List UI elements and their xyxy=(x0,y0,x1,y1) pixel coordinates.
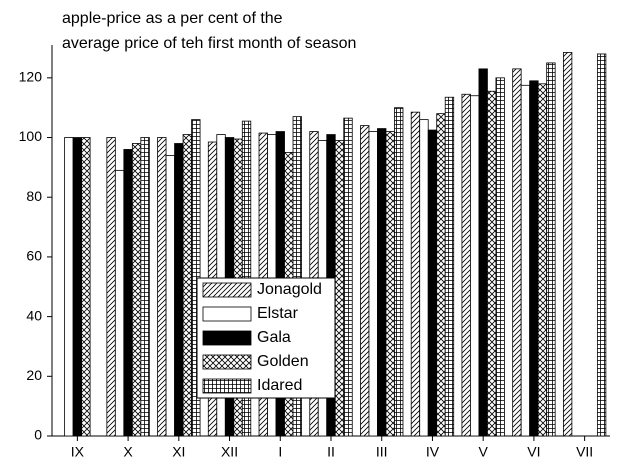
y-tick-label: 80 xyxy=(26,188,42,204)
y-tick-label: 120 xyxy=(19,69,43,85)
bar xyxy=(478,68,488,437)
chart-title: average price of teh first month of seas… xyxy=(62,35,356,52)
bar xyxy=(64,137,74,437)
bar xyxy=(562,52,573,437)
bar xyxy=(165,155,175,437)
bar xyxy=(114,169,125,437)
bar xyxy=(72,137,83,437)
x-tick-label: VI xyxy=(527,444,540,460)
x-tick-label: IV xyxy=(426,444,440,460)
x-tick-label: V xyxy=(479,444,489,460)
legend-label: Gala xyxy=(257,329,291,346)
chart-title: apple-price as a per cent of the xyxy=(62,10,283,27)
bar xyxy=(131,143,142,437)
bar xyxy=(410,111,421,437)
bar xyxy=(546,62,556,437)
legend-label: Golden xyxy=(257,353,309,370)
bar xyxy=(81,137,91,437)
bar xyxy=(487,90,497,437)
x-tick-label: III xyxy=(376,444,388,460)
y-tick-label: 40 xyxy=(26,307,42,323)
legend-label: Elstar xyxy=(257,305,299,322)
x-tick-label: X xyxy=(123,444,133,460)
bar xyxy=(537,83,548,437)
x-tick-label: XII xyxy=(221,444,238,460)
legend-label: Jonagold xyxy=(257,281,322,298)
y-tick-label: 20 xyxy=(26,367,42,383)
y-tick-label: 60 xyxy=(26,248,42,264)
bar xyxy=(368,131,378,437)
bar xyxy=(334,140,345,437)
bar xyxy=(157,137,167,437)
bar xyxy=(377,128,387,437)
bar xyxy=(512,68,522,437)
legend-swatch xyxy=(202,282,252,298)
bar xyxy=(385,131,395,437)
legend-swatch xyxy=(202,306,252,322)
bar xyxy=(123,149,133,437)
legend-swatch xyxy=(202,378,252,394)
bar xyxy=(394,107,404,437)
bar xyxy=(596,53,607,437)
bar xyxy=(529,80,539,437)
bar xyxy=(461,93,471,437)
bar xyxy=(495,77,505,437)
bar xyxy=(419,119,429,437)
bar xyxy=(436,113,446,437)
x-tick-label: IX xyxy=(71,444,85,460)
bar xyxy=(343,117,353,437)
bar xyxy=(427,129,438,437)
x-tick-label: II xyxy=(327,444,335,460)
bar xyxy=(140,137,150,437)
y-tick-label: 0 xyxy=(34,427,42,443)
x-tick-label: VII xyxy=(576,444,593,460)
bar xyxy=(520,84,531,437)
bar xyxy=(106,137,116,437)
legend-swatch xyxy=(202,330,252,346)
y-tick-label: 100 xyxy=(19,128,43,144)
bar xyxy=(174,143,184,437)
x-tick-label: XI xyxy=(172,444,185,460)
bar xyxy=(182,134,192,437)
bar xyxy=(292,116,302,437)
legend-swatch xyxy=(202,354,252,370)
bar xyxy=(444,96,455,437)
x-tick-label: I xyxy=(278,444,282,460)
bar xyxy=(360,125,370,437)
bar xyxy=(470,95,480,437)
legend-label: Idared xyxy=(257,377,302,394)
